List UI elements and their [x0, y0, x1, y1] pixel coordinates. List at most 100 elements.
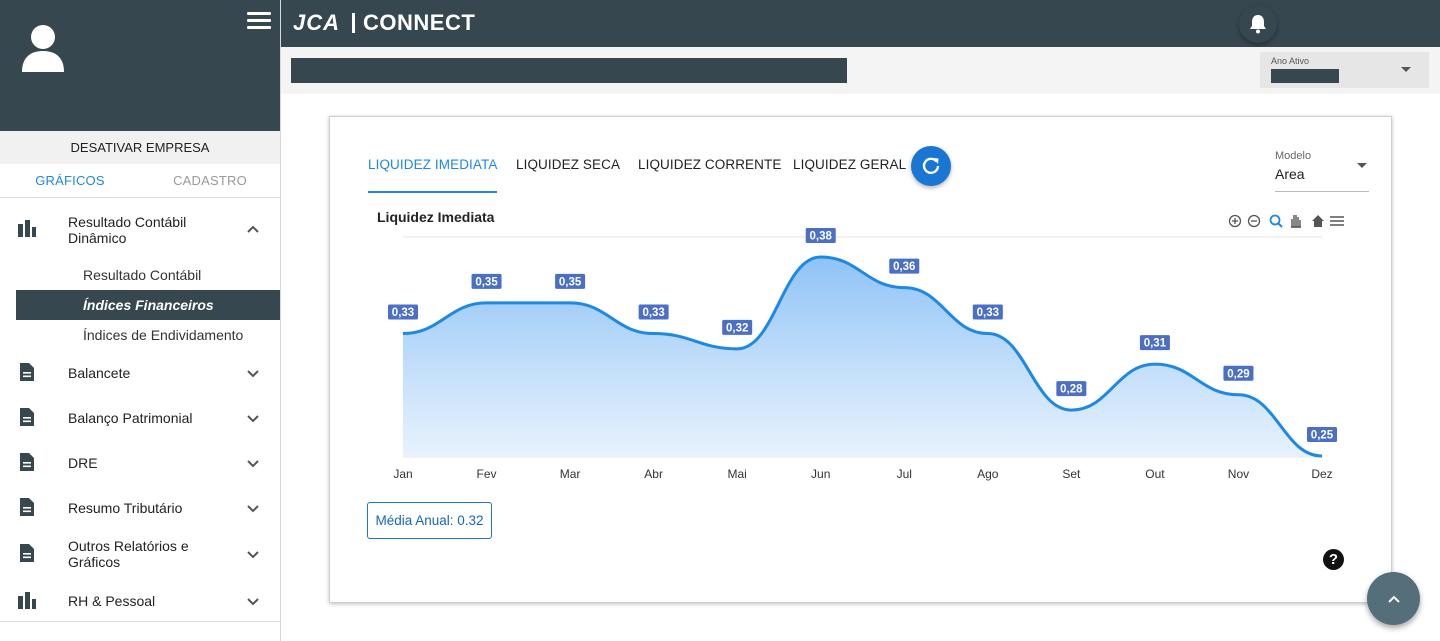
data-label-text: 0,28	[1060, 384, 1083, 396]
notifications-button[interactable]	[1239, 5, 1277, 43]
data-label-text: 0,38	[810, 231, 833, 243]
scroll-to-top-button[interactable]	[1367, 572, 1420, 625]
zoom-out-icon[interactable]	[1247, 214, 1261, 228]
data-label-text: 0,32	[726, 322, 748, 334]
sub-header: Ano Ativo	[281, 47, 1440, 94]
bar-chart-icon	[18, 592, 36, 609]
tab-liquidez-geral[interactable]: LIQUIDEZ GERAL	[793, 157, 907, 172]
x-tick-label: Ago	[977, 467, 999, 481]
data-label-text: 0,31	[1144, 338, 1167, 350]
chevron-down-icon[interactable]	[246, 456, 260, 470]
active-year-value-redacted	[1271, 69, 1339, 83]
sidebar-item-resultado-contabil-dinamico[interactable]: Resultado Contábil Dinâmico	[0, 198, 280, 260]
chevron-down-icon[interactable]	[246, 547, 260, 561]
tab-liquidez-corrente[interactable]: LIQUIDEZ CORRENTE	[638, 157, 782, 172]
data-label-text: 0,35	[475, 276, 498, 288]
x-tick-label: Mai	[728, 467, 747, 481]
chevron-up-icon	[1387, 595, 1400, 603]
sidebar-item-balancete[interactable]: Balancete	[0, 350, 280, 395]
sidebar-item-label: Balancete	[68, 365, 131, 381]
series-line	[402, 255, 1323, 458]
sidebar-item-label: Resultado Contábil Dinâmico	[68, 214, 187, 246]
chevron-down-icon[interactable]	[246, 501, 260, 515]
caret-down-icon	[1357, 163, 1367, 168]
refresh-icon	[922, 157, 940, 175]
logo-connect: CONNECT	[363, 10, 476, 35]
top-bar: JCA CONNECT	[281, 0, 1440, 47]
data-label: 0,25	[1307, 427, 1337, 442]
logo-jca: JCA	[293, 10, 341, 35]
x-tick-label: Set	[1062, 467, 1081, 481]
sidebar-item-label: Balanço Patrimonial	[68, 410, 193, 426]
help-icon[interactable]: ?	[1323, 549, 1344, 570]
document-icon	[20, 408, 34, 426]
document-icon	[20, 498, 34, 516]
x-tick-label: Jul	[897, 467, 912, 481]
caret-down-icon	[1401, 67, 1411, 72]
data-label: 0,33	[972, 304, 1003, 320]
x-axis-ticks: Jan Fev Mar Abr Mai Jun Jul Ago Set Out Nov Dez	[393, 467, 1332, 481]
x-tick-label: Jan	[393, 467, 412, 481]
data-label: 0,29	[1223, 365, 1254, 381]
data-label-text: 0,33	[977, 307, 999, 319]
chart-title: Liquidez Imediata	[377, 209, 495, 225]
sidebar-item-label: Resumo Tributário	[68, 500, 183, 516]
data-label-text: 0,29	[1227, 368, 1249, 380]
company-name-redacted	[291, 58, 847, 83]
reset-home-icon[interactable]	[1312, 215, 1324, 227]
data-label: 0,33	[638, 304, 669, 320]
data-label: 0,35	[471, 273, 502, 289]
data-label-text: 0,33	[642, 307, 664, 319]
chevron-down-icon[interactable]	[246, 594, 260, 608]
tab-cadastro[interactable]: CADASTRO	[173, 173, 247, 188]
chevron-down-icon[interactable]	[246, 366, 260, 380]
x-tick-label: Nov	[1228, 467, 1249, 481]
sidebar-subitem-indices-endividamento[interactable]: Índices de Endividamento	[83, 327, 244, 343]
document-icon	[20, 544, 34, 562]
data-label: 0,35	[555, 273, 586, 289]
series-area	[403, 257, 1322, 456]
x-tick-label: Jun	[811, 467, 830, 481]
sidebar-item-balanco-patrimonial[interactable]: Balanço Patrimonial	[0, 395, 280, 440]
deactivate-company-button[interactable]: DESATIVAR EMPRESA	[0, 131, 280, 164]
x-tick-label: Out	[1145, 467, 1165, 481]
tab-liquidez-imediata[interactable]: LIQUIDEZ IMEDIATA	[368, 157, 498, 193]
sidebar-item-outros-relatorios[interactable]: Outros Relatórios e Gráficos	[0, 530, 280, 577]
data-labels: 0,33 0,35 0,35 0,33 0,32 0,38 0,36 0,33 0,28 0,31…	[388, 228, 1337, 442]
zoom-in-icon[interactable]	[1228, 214, 1242, 228]
sidebar-subitem-resultado-contabil[interactable]: Resultado Contábil	[83, 267, 202, 283]
sidebar-item-rh-pessoal[interactable]: RH & Pessoal	[0, 577, 280, 622]
model-label: Modelo	[1275, 150, 1312, 162]
refresh-button[interactable]	[911, 146, 951, 186]
app-logo: JCA CONNECT	[293, 10, 475, 36]
x-tick-label: Mar	[560, 467, 581, 481]
area-chart: Liquidez Imediata 0,33 0,35 0,35 0,33 0,32 0,…	[377, 209, 1344, 481]
menu-icon[interactable]	[1330, 216, 1344, 226]
tab-liquidez-seca[interactable]: LIQUIDEZ SECA	[516, 157, 621, 172]
sidebar-item-label: DRE	[68, 455, 98, 471]
sidebar: DESATIVAR EMPRESA GRÁFICOS CADASTRO Resu…	[0, 0, 281, 641]
pan-icon[interactable]	[1291, 215, 1301, 228]
x-tick-label: Abr	[644, 467, 663, 481]
sidebar-item-dre[interactable]: DRE	[0, 440, 280, 485]
sidebar-subitem-indices-financeiros[interactable]: Índices Financeiros	[16, 290, 280, 320]
model-select[interactable]: Modelo Area	[1275, 148, 1369, 192]
data-label: 0,28	[1056, 381, 1087, 397]
selection-zoom-icon[interactable]	[1269, 214, 1283, 228]
model-value: Area	[1275, 166, 1305, 182]
chevron-down-icon[interactable]	[246, 411, 260, 425]
menu-toggle-icon[interactable]	[247, 12, 271, 30]
data-label: 0,32	[722, 319, 753, 335]
profile-area	[0, 0, 280, 131]
sidebar-item-label: Outros Relatórios e Gráficos	[68, 538, 189, 570]
document-icon	[20, 363, 34, 381]
data-label: 0,36	[889, 258, 920, 274]
x-tick-label: Fev	[477, 467, 497, 481]
tab-graficos[interactable]: GRÁFICOS	[35, 173, 105, 188]
chart-card: LIQUIDEZ IMEDIATA LIQUIDEZ SECA LIQUIDEZ…	[329, 116, 1392, 603]
sidebar-tabs: GRÁFICOS CADASTRO	[0, 164, 280, 198]
chevron-up-icon[interactable]	[246, 222, 260, 236]
active-year-select[interactable]: Ano Ativo	[1260, 52, 1429, 88]
sidebar-item-resumo-tributario[interactable]: Resumo Tributário	[0, 485, 280, 530]
chart-grid	[403, 236, 1322, 458]
